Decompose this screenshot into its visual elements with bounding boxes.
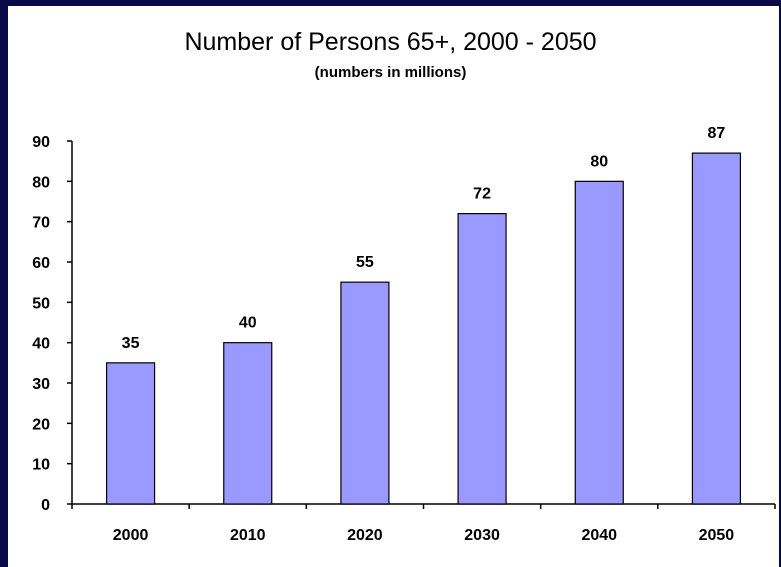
bar-2030 bbox=[457, 213, 507, 505]
x-tick-label-2040: 2040 bbox=[581, 527, 617, 544]
bar-2000 bbox=[105, 362, 156, 505]
data-label-2010: 40 bbox=[239, 315, 257, 332]
bar-2020 bbox=[340, 281, 390, 505]
data-label-2020: 55 bbox=[356, 254, 374, 271]
y-tick-label: 40 bbox=[32, 336, 50, 353]
x-tick-label-2000: 2000 bbox=[113, 527, 149, 544]
y-tick-label: 50 bbox=[32, 295, 50, 312]
data-label-2030: 72 bbox=[473, 186, 491, 203]
y-tick-label: 0 bbox=[41, 497, 50, 514]
chart-subtitle: (numbers in millions) bbox=[314, 64, 467, 81]
bar-2040 bbox=[574, 180, 624, 505]
x-tick-label-2030: 2030 bbox=[464, 527, 500, 544]
y-tick-label: 80 bbox=[32, 174, 50, 191]
bar-2050 bbox=[691, 152, 742, 505]
data-label-2000: 35 bbox=[122, 335, 140, 352]
y-tick-label: 10 bbox=[32, 457, 50, 474]
y-tick-label: 60 bbox=[32, 255, 50, 272]
bar-2010 bbox=[223, 342, 273, 505]
x-tick-label-2050: 2050 bbox=[699, 527, 735, 544]
data-label-2040: 80 bbox=[590, 153, 608, 170]
y-tick-label: 70 bbox=[32, 215, 50, 232]
chart-title: Number of Persons 65+, 2000 - 2050 bbox=[184, 28, 597, 56]
y-tick-label: 30 bbox=[32, 376, 50, 393]
x-tick-label-2020: 2020 bbox=[347, 527, 383, 544]
y-tick-label: 20 bbox=[32, 416, 50, 433]
x-tick-label-2010: 2010 bbox=[230, 527, 266, 544]
data-label-2050: 87 bbox=[708, 125, 726, 142]
y-tick-label: 90 bbox=[32, 134, 50, 151]
